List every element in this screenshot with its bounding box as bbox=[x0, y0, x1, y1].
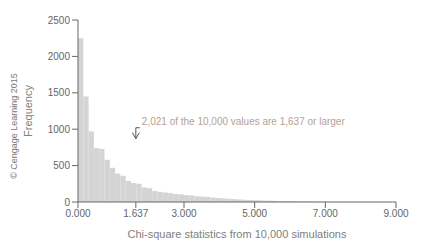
svg-text:9.000: 9.000 bbox=[383, 208, 408, 219]
svg-text:5.000: 5.000 bbox=[242, 208, 267, 219]
svg-text:0.000: 0.000 bbox=[65, 208, 90, 219]
svg-text:2000: 2000 bbox=[48, 51, 71, 62]
svg-text:500: 500 bbox=[53, 160, 70, 171]
svg-text:Chi-square statistics from 10,: Chi-square statistics from 10,000 simula… bbox=[128, 228, 347, 240]
svg-text:7.000: 7.000 bbox=[313, 208, 338, 219]
svg-text:1.637: 1.637 bbox=[123, 208, 148, 219]
svg-text:Frequency: Frequency bbox=[22, 85, 34, 137]
svg-text:1500: 1500 bbox=[48, 87, 71, 98]
html-text:© Cengage Learning 2015: © Cengage Learning 2015 bbox=[9, 73, 19, 179]
svg-text:1000: 1000 bbox=[48, 124, 71, 135]
svg-text:2,021 of the 10,000 values are: 2,021 of the 10,000 values are 1,637 or … bbox=[142, 116, 346, 127]
svg-text:2500: 2500 bbox=[48, 15, 71, 26]
svg-text:3.000: 3.000 bbox=[171, 208, 196, 219]
svg-text:0: 0 bbox=[64, 197, 70, 208]
